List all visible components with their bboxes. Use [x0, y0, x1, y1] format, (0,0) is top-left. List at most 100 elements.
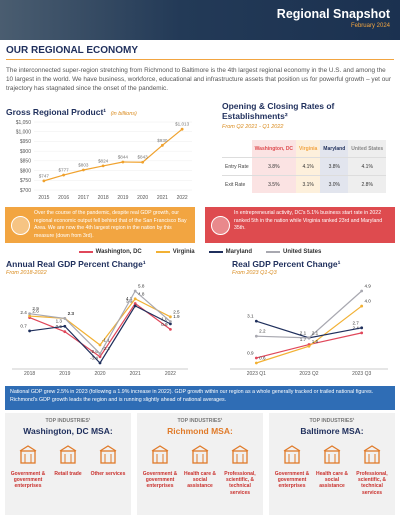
- chart: $700 $750 $800 $850 $900 $950 $1,000 $1,050 2015…: [16, 120, 192, 201]
- data-point: [101, 164, 105, 168]
- x-tick-label: 2017: [78, 195, 89, 201]
- series-line: [29, 302, 171, 358]
- x-tick-label: 2015: [38, 195, 49, 201]
- data-label: 0.9: [247, 350, 254, 355]
- x-tick-label: 2018: [24, 371, 35, 377]
- data-point: [63, 330, 67, 334]
- legend: Washington, DC Virginia Maryland United Sta…: [0, 249, 400, 255]
- icon: [283, 445, 301, 464]
- industry-label: Government & government enterprises: [10, 471, 46, 490]
- column-header: Washington, DC: [251, 140, 297, 158]
- icon: [151, 445, 169, 464]
- data-point: [28, 329, 31, 333]
- row-label: Exit Rate: [225, 181, 246, 188]
- rule: [6, 59, 394, 60]
- data-label: 2.4: [20, 310, 27, 315]
- industry-icon: [353, 444, 391, 471]
- icon: [191, 445, 209, 464]
- legend-item: Virginia: [155, 249, 195, 255]
- card-msa: Richmond MSA:: [167, 426, 233, 436]
- table-row: Exit Rate 3.5% 3.1% 3.0% 2.8%: [222, 175, 387, 193]
- icon: [99, 445, 117, 464]
- industry-card: TOP INDUSTRIES¹ Richmond MSA: Government &…: [137, 413, 263, 515]
- data-point: [28, 312, 31, 316]
- data-label: 1.3: [56, 319, 63, 324]
- industry-label: Health care & social assistance: [316, 471, 348, 490]
- legend-label: Maryland: [225, 249, 252, 255]
- data-point: [307, 344, 311, 348]
- data-point: [160, 143, 164, 147]
- x-tick-label: 2023 Q3: [352, 371, 371, 377]
- table-row: Entry Rate 3.8% 4.1% 3.8% 4.1%: [222, 157, 387, 176]
- data-label: $843: [138, 155, 149, 160]
- industry: Retail trade: [49, 444, 87, 490]
- data-label: 2.2: [259, 329, 266, 334]
- table-corner: [222, 140, 252, 158]
- table: Washington, DC Virginia Maryland United Sta…: [222, 140, 387, 193]
- data-point: [133, 302, 137, 305]
- industry-label: Government & government enterprises: [142, 471, 178, 490]
- callout-icon: [11, 216, 30, 235]
- data-label: 4.8: [138, 291, 145, 296]
- data-label: 2.5: [173, 309, 180, 314]
- note: National GDP grew 2.5% in 2023 (followin…: [5, 386, 395, 410]
- table-cell: 3.5%: [251, 175, 297, 193]
- y-tick-label: $800: [20, 168, 31, 174]
- data-point: [63, 324, 67, 328]
- data-point: [28, 314, 31, 318]
- table-header-row: Washington, DC Virginia Maryland United Sta…: [222, 140, 387, 158]
- data-point: [133, 297, 137, 301]
- data-point: [254, 356, 258, 360]
- data-label: 2.1: [312, 330, 319, 335]
- data-label: 1.6: [312, 339, 319, 344]
- data-point: [133, 304, 137, 308]
- data-label: 1.9: [173, 314, 180, 319]
- card-msa: Washington, DC MSA:: [23, 426, 113, 436]
- legend-swatch: [78, 251, 93, 253]
- y-tick-label: $1,050: [16, 120, 32, 126]
- data-label: 0.9: [161, 322, 168, 327]
- data-label: 2.1: [300, 330, 307, 335]
- x-tick-label: 2022: [177, 195, 188, 201]
- x-tick-label: 2021: [157, 195, 168, 201]
- data-point: [169, 327, 172, 331]
- data-label: -3.4: [90, 356, 98, 361]
- y-tick-label: $1,000: [16, 130, 32, 136]
- legend-swatch: [266, 251, 280, 253]
- chart-title: Gross Regional Product¹: [6, 107, 107, 117]
- industry: Government & government enterprises: [9, 444, 47, 490]
- legend-label: United States: [283, 249, 322, 255]
- industry: Government & government enterprises: [273, 444, 311, 496]
- legend-label: Washington, DC: [95, 249, 142, 255]
- x-tick-label: 2022: [165, 371, 176, 377]
- data-point: [81, 168, 85, 172]
- data-point: [141, 160, 145, 164]
- chart: 2023 Q1 2023 Q2 2023 Q3 0.9 1.7 2.4 0.6 1.6 4.0 3…: [230, 284, 388, 377]
- data-label: $777: [59, 168, 70, 173]
- data-point: [62, 173, 66, 177]
- card-msa: Baltimore MSA:: [300, 426, 364, 436]
- industry-icon: [313, 444, 351, 471]
- y-tick-label: $850: [20, 159, 31, 165]
- icon: [363, 445, 381, 464]
- industry: Government & government enterprises: [141, 444, 179, 496]
- legend-label: Virginia: [172, 249, 195, 255]
- data-point: [180, 127, 184, 131]
- legend-item: United States: [266, 249, 321, 255]
- industry-label: Government & government enterprises: [274, 471, 310, 490]
- chart-subtitle: (in billions): [110, 111, 137, 117]
- grp-heading: Gross Regional Product¹ (in billions): [6, 102, 137, 120]
- y-tick-label: $900: [20, 149, 31, 155]
- data-label: -2.2: [102, 346, 110, 351]
- series-line: [43, 128, 183, 182]
- industry-label: Retail trade: [54, 471, 82, 477]
- x-tick-label: 2020: [137, 195, 148, 201]
- chart-title: Real GDP Percent Change¹: [232, 259, 341, 269]
- x-tick-label: 2021: [130, 371, 141, 377]
- y-tick-label: $950: [20, 139, 31, 145]
- y-tick-label: $750: [20, 178, 31, 184]
- table-subtitle: From Q2 2021 - Q1 2022: [222, 124, 284, 130]
- industry: Other services: [89, 444, 127, 490]
